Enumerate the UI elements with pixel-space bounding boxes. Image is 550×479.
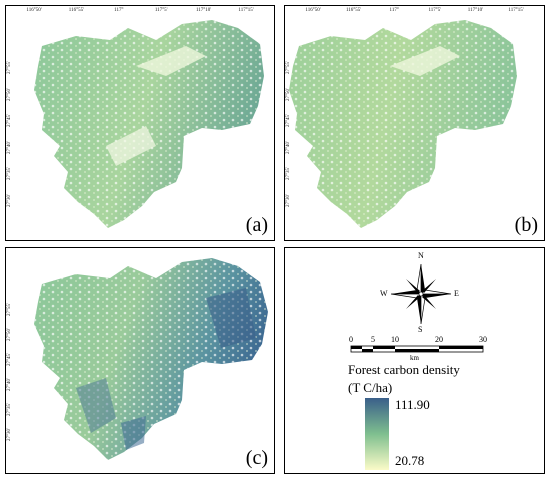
lat-tick-label: 27°30' [7, 193, 12, 207]
legend-title-line2: (T C/ha) [348, 380, 393, 395]
lat-tick-label: 27°30' [286, 193, 291, 207]
scale-tick-label: 30 [479, 335, 487, 344]
legend-color-ramp [365, 398, 389, 470]
lat-tick-label: 27°35' [286, 167, 291, 181]
map-c-svg [34, 258, 268, 460]
lat-tick-label: 27°55' [7, 303, 12, 316]
lat-tick-label: 27°35' [7, 403, 12, 417]
map-panel-c: 27°55' 27°50' 27°45' 27°40' 27°35' 27°30' (c) [5, 247, 275, 474]
compass-s: S [418, 325, 423, 334]
lat-tick-label: 27°35' [7, 167, 12, 181]
map-a-svg [34, 20, 264, 228]
scale-bar: 0 5 10 20 30 km [349, 336, 489, 362]
compass-w: W [380, 289, 388, 298]
lon-tick-label: 117°15' [508, 8, 524, 13]
lat-tick-label: 27°50' [7, 87, 12, 101]
lon-tick-label: 117° [114, 8, 124, 13]
legend-panel: N E S W 0 5 10 20 30 km Forest carbon densit… [284, 247, 545, 474]
compass-e: E [454, 289, 459, 298]
scale-tick-label: 10 [391, 335, 399, 344]
lat-tick-label: 27°40' [286, 140, 291, 154]
lat-tick-label: 27°45' [7, 114, 12, 128]
lat-tick-label: 27°50' [7, 328, 12, 342]
map-panel-a: 116°50' 116°55' 117° 117°5' 117°10' 117°15' 2… [5, 5, 275, 241]
scale-bar-graphic [350, 345, 484, 353]
legend-title-line1: Forest carbon density [348, 362, 460, 377]
scale-tick-label: 5 [371, 335, 375, 344]
lon-tick-label: 117°5' [154, 8, 168, 13]
scale-unit: km [410, 354, 419, 362]
lon-tick-label: 116°50' [26, 8, 42, 13]
lat-tick-label: 27°55' [286, 61, 291, 74]
lat-tick-label: 27°45' [286, 114, 291, 128]
scale-tick-label: 20 [435, 335, 443, 344]
lon-tick-label: 117°5' [428, 8, 442, 13]
lat-tick-label: 27°45' [7, 353, 12, 367]
scale-tick-label: 0 [349, 335, 353, 344]
legend-max-label: 111.90 [395, 397, 430, 412]
panel-label-b: (b) [514, 214, 538, 236]
legend-min-label: 20.78 [395, 453, 425, 468]
panel-label-a: (a) [245, 214, 268, 236]
lon-tick-label: 117°15' [238, 8, 254, 13]
panel-label-c: (c) [245, 447, 268, 469]
lon-tick-label: 116°55' [68, 8, 84, 13]
compass-rose-icon [390, 263, 452, 325]
lat-tick-label: 27°55' [7, 61, 12, 74]
lon-tick-label: 117° [389, 8, 399, 13]
lat-tick-label: 27°40' [7, 140, 12, 154]
compass-n: N [418, 251, 424, 260]
map-panel-b: 116°50' 116°55' 117° 117°5' 117°10' 117°15' 2… [284, 5, 545, 241]
lat-tick-label: 27°40' [7, 378, 12, 392]
lon-tick-label: 117°10' [467, 8, 483, 13]
lon-tick-label: 116°50' [305, 8, 321, 13]
lon-tick-label: 116°55' [345, 8, 362, 13]
lat-tick-label: 27°30' [7, 428, 12, 442]
map-b-svg [289, 20, 517, 228]
lat-tick-label: 27°50' [286, 87, 291, 101]
lon-tick-label: 117°10' [195, 8, 212, 13]
